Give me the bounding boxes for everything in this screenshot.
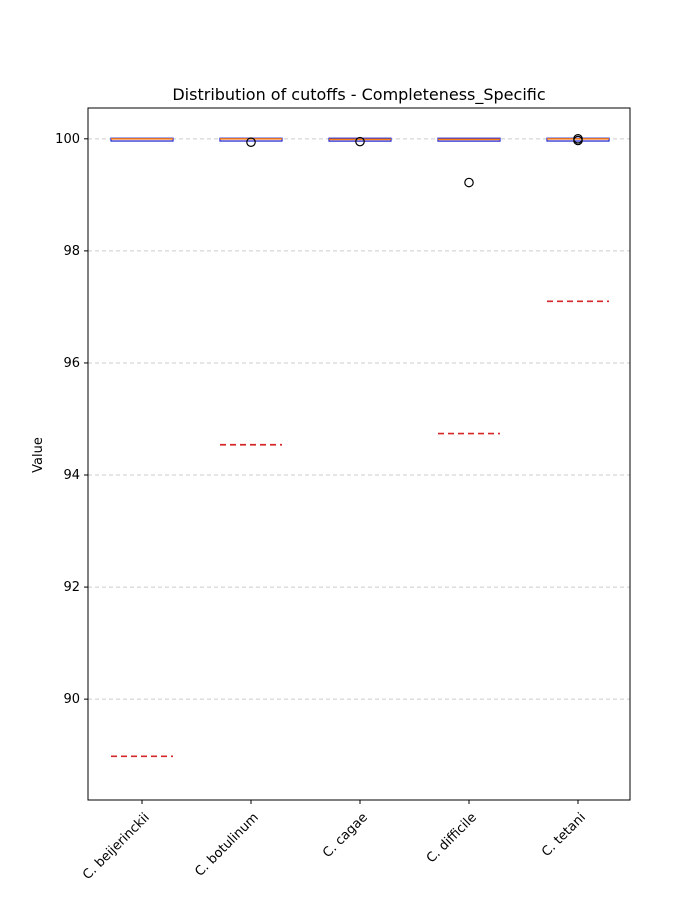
outlier-point (355, 136, 365, 147)
outlier-point (464, 177, 474, 188)
y-tick-label: 94 (63, 468, 80, 483)
x-tick-label: C. botulinum (192, 810, 261, 879)
plot-frame (87, 107, 631, 801)
box-layer (110, 137, 610, 142)
y-axis-label: Value (31, 437, 46, 473)
x-tick-label: C. cagae (320, 810, 371, 861)
y-tick-label: 92 (63, 580, 80, 595)
y-tick-label: 100 (55, 132, 80, 147)
y-tick-label: 98 (63, 244, 80, 259)
x-tick-label: C. beijerinckii (80, 810, 153, 883)
y-axis: 90 92 94 96 98 100 (55, 132, 88, 707)
outlier-point (246, 137, 256, 147)
x-axis: C. beijerinckii C. botulinum C. cagae C. di… (80, 800, 589, 883)
grid-layer (88, 138, 630, 700)
chart-title: Distribution of cutoffs - Completeness_S… (172, 85, 545, 105)
x-tick-label: C. difficile (424, 810, 480, 866)
outlier-point (573, 134, 583, 144)
outlier-layer (246, 134, 583, 188)
y-tick-label: 96 (63, 356, 80, 371)
x-tick-label: C. tetani (539, 810, 589, 860)
cutoff-layer (111, 139, 609, 758)
y-tick-label: 90 (63, 692, 80, 707)
